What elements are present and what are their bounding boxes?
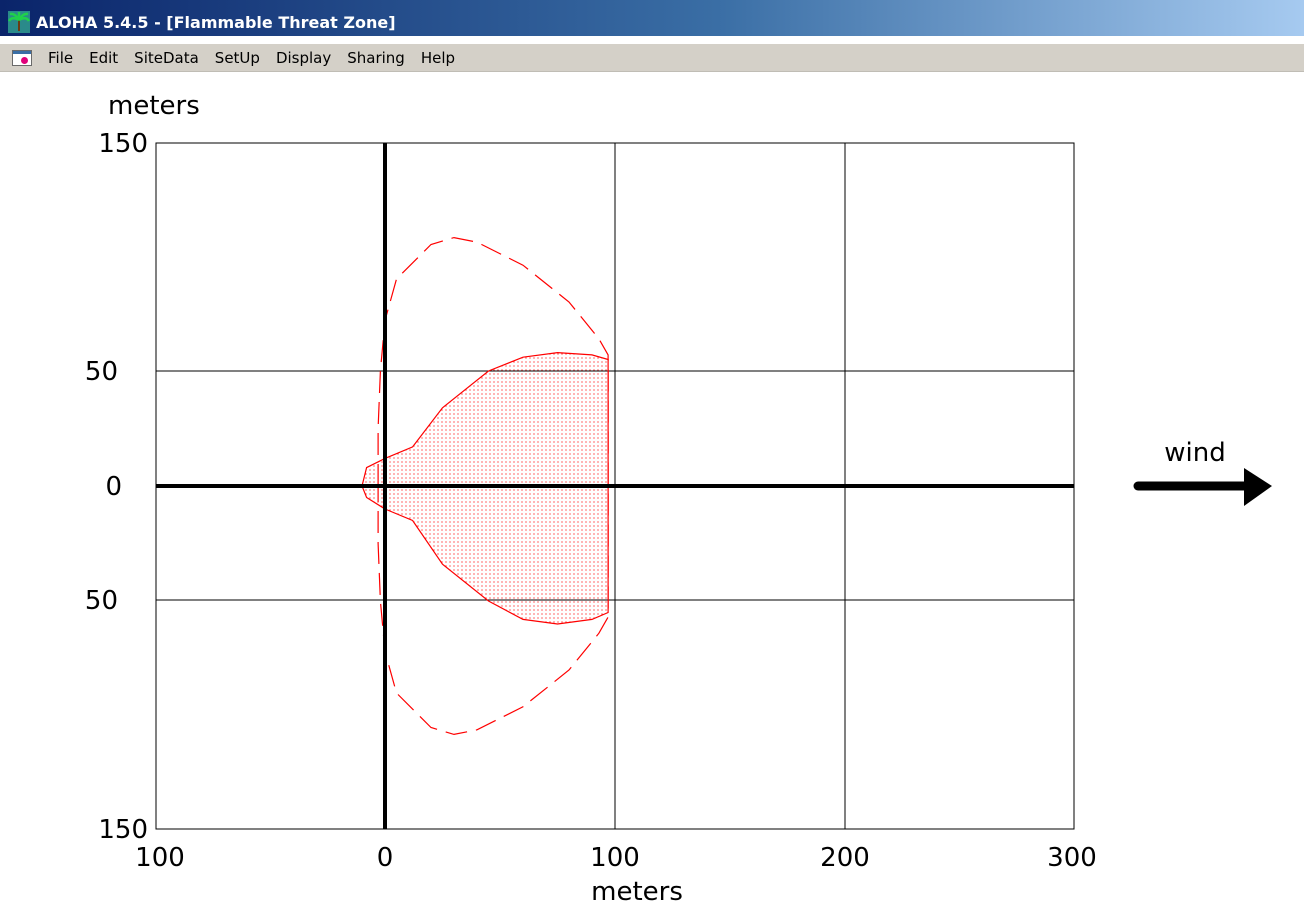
y-axis-unit-label: meters — [108, 91, 200, 121]
menu-file[interactable]: File — [48, 48, 74, 67]
menu-edit[interactable]: Edit — [89, 48, 119, 67]
window-title: ALOHA 5.4.5 - [Flammable Threat Zone] — [36, 12, 396, 32]
palm-tree-icon — [8, 11, 30, 33]
y-tick-label: 50 — [85, 586, 118, 616]
menu-sitedata[interactable]: SiteData — [134, 48, 199, 67]
x-tick-label: 100 — [135, 843, 185, 873]
x-axis-unit-label: meters — [591, 877, 683, 907]
arrow-right-icon — [1133, 468, 1272, 506]
x-tick-label: 0 — [377, 843, 394, 873]
menu-setup[interactable]: SetUp — [214, 48, 260, 67]
menu-sharing[interactable]: Sharing — [347, 48, 405, 67]
x-tick-label: 200 — [820, 843, 870, 873]
menu-display[interactable]: Display — [275, 48, 332, 67]
threat-zone-outer-boundary — [377, 236, 609, 736]
y-tick-label: 50 — [85, 357, 118, 387]
x-tick-label: 300 — [1047, 843, 1097, 873]
y-tick-label: 150 — [98, 815, 148, 845]
title-bar: ALOHA 5.4.5 - [Flammable Threat Zone] — [0, 0, 1304, 36]
menu-help[interactable]: Help — [420, 48, 456, 67]
wind-label: wind — [1164, 438, 1225, 468]
threat-zone-plot: meters 150 50 0 50 150 100 0 100 200 300… — [85, 91, 1272, 907]
document-icon[interactable] — [12, 49, 32, 66]
y-tick-label: 150 — [98, 129, 148, 159]
y-tick-label: 0 — [105, 472, 122, 502]
menu-bar: File Edit SiteData SetUp Display Sharing… — [0, 44, 1304, 72]
threat-zone-inner-area — [361, 351, 609, 625]
x-tick-label: 100 — [590, 843, 640, 873]
